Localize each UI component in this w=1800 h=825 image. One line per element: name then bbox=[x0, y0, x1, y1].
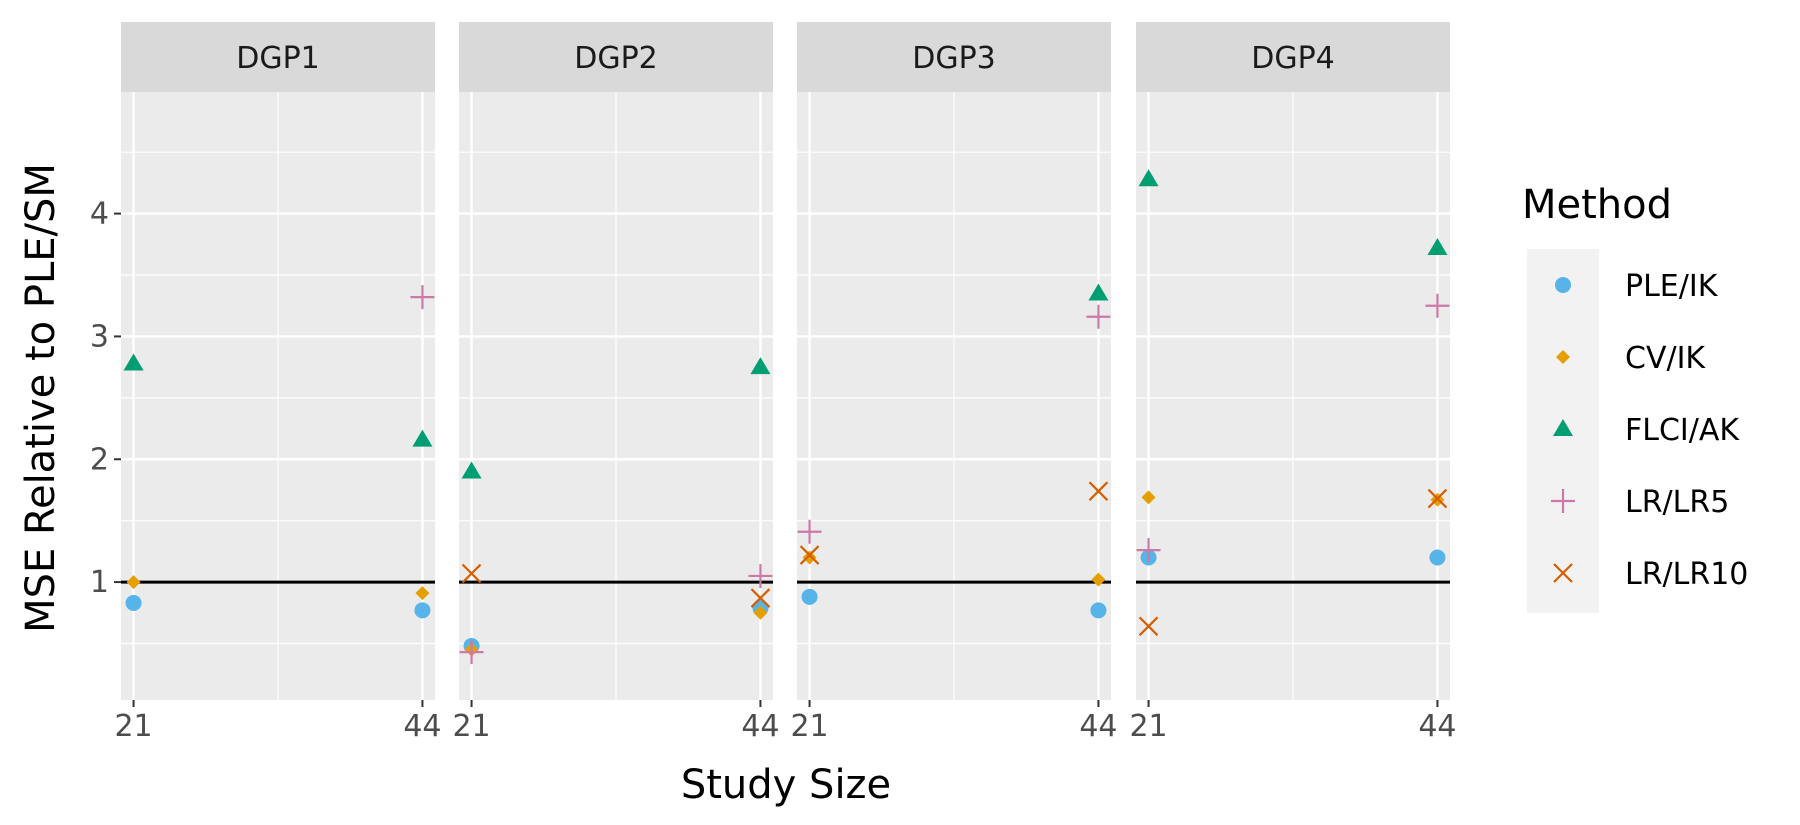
x-tick-label: 21 bbox=[452, 709, 490, 744]
data-point-ple-ik bbox=[801, 588, 818, 605]
legend-key-triangle bbox=[1553, 419, 1573, 436]
y-tick-label: 1 bbox=[90, 565, 109, 600]
data-point-ple-ik bbox=[414, 602, 431, 619]
legend-label: PLE/IK bbox=[1625, 269, 1719, 304]
panel-dgp1: DGP1 21 44 bbox=[114, 22, 442, 744]
data-point-flci-ak bbox=[123, 353, 144, 371]
data-point-ple-ik bbox=[125, 594, 142, 611]
data-point-lr-lr5 bbox=[1425, 293, 1450, 318]
y-axis: 1 2 3 4 bbox=[90, 197, 121, 600]
data-point-cv-ik bbox=[802, 550, 817, 565]
x-tick-label: 21 bbox=[114, 709, 152, 744]
data-point-cv-ik bbox=[415, 586, 430, 601]
legend-label: LR/LR10 bbox=[1625, 557, 1748, 592]
data-point-flci-ak bbox=[412, 429, 433, 447]
data-point-cv-ik bbox=[126, 575, 141, 590]
panel-strip-label: DGP2 bbox=[574, 41, 658, 76]
panel-strip-label: DGP1 bbox=[236, 41, 320, 76]
x-axis-title: Study Size bbox=[681, 762, 891, 808]
data-point-cv-ik bbox=[753, 605, 768, 620]
data-point-cv-ik bbox=[1091, 572, 1106, 587]
legend-item-lr-lr5: LR/LR5 bbox=[1551, 485, 1729, 520]
data-point-cv-ik bbox=[1141, 490, 1156, 505]
x-tick-label: 44 bbox=[1418, 709, 1456, 744]
x-tick-label: 44 bbox=[741, 709, 779, 744]
data-point-flci-ak bbox=[1427, 237, 1448, 255]
data-point-lr-lr10 bbox=[461, 563, 482, 584]
data-point-ple-ik bbox=[1429, 549, 1446, 566]
panel-dgp3: DGP3 21 44 bbox=[790, 22, 1118, 744]
x-tick-label: 21 bbox=[1129, 709, 1167, 744]
data-point-lr-lr5 bbox=[748, 563, 773, 588]
x-tick-label: 21 bbox=[790, 709, 828, 744]
data-point-flci-ak bbox=[1138, 169, 1159, 187]
data-point-flci-ak bbox=[750, 357, 771, 375]
x-tick-label: 44 bbox=[403, 709, 441, 744]
data-point-lr-lr5 bbox=[1136, 538, 1161, 563]
y-tick-label: 4 bbox=[90, 197, 109, 232]
panel-strip-label: DGP3 bbox=[912, 41, 996, 76]
data-point-flci-ak bbox=[461, 461, 482, 479]
panel-strip bbox=[121, 22, 435, 92]
legend-item-ple-ik: PLE/IK bbox=[1555, 269, 1719, 304]
panel-dgp2: DGP2 21 44 bbox=[452, 22, 780, 744]
data-point-lr-lr5 bbox=[410, 285, 435, 310]
data-point-lr-lr10 bbox=[750, 588, 771, 608]
y-tick-label: 3 bbox=[90, 319, 109, 354]
legend-item-cv-ik: CV/IK bbox=[1556, 341, 1706, 376]
legend-key-diamond bbox=[1556, 350, 1570, 364]
legend-label: LR/LR5 bbox=[1625, 485, 1729, 520]
legend-title: Method bbox=[1522, 182, 1672, 228]
data-point-lr-lr5 bbox=[797, 519, 822, 544]
panel-strip bbox=[459, 22, 773, 92]
data-point-flci-ak bbox=[1088, 283, 1109, 301]
data-point-lr-lr10 bbox=[1427, 488, 1448, 509]
legend-key-circle bbox=[1555, 277, 1571, 293]
legend-label: FLCI/AK bbox=[1625, 413, 1740, 448]
data-point-lr-lr5 bbox=[459, 640, 484, 665]
legend-label: CV/IK bbox=[1625, 341, 1706, 376]
legend: Method PLE/IK CV/IK FLCI/AK LR/LR5 LR/LR10 bbox=[1522, 182, 1748, 613]
data-point-lr-lr10 bbox=[1138, 616, 1159, 637]
data-point-lr-lr10 bbox=[1088, 481, 1109, 501]
legend-key-plus bbox=[1551, 489, 1575, 513]
data-point-ple-ik bbox=[1090, 602, 1107, 619]
legend-item-lr-lr10: LR/LR10 bbox=[1553, 557, 1748, 592]
y-tick-label: 2 bbox=[90, 442, 109, 477]
panel-dgp4: DGP4 21 44 bbox=[1129, 22, 1457, 744]
legend-key-cross bbox=[1553, 563, 1573, 583]
panel-strip bbox=[1136, 22, 1450, 92]
legend-item-flci-ak: FLCI/AK bbox=[1553, 413, 1740, 448]
panel-strip-label: DGP4 bbox=[1251, 41, 1335, 76]
panels-layer: DGP1 21 44 DGP2 21 44 DGP3 21 44 DGP4 21 44 bbox=[114, 22, 1457, 744]
y-axis-title: MSE Relative to PLE/SM bbox=[18, 163, 64, 633]
data-point-lr-lr10 bbox=[799, 545, 820, 565]
x-tick-label: 44 bbox=[1079, 709, 1117, 744]
data-point-lr-lr5 bbox=[1086, 304, 1111, 329]
panel-strip bbox=[797, 22, 1111, 92]
